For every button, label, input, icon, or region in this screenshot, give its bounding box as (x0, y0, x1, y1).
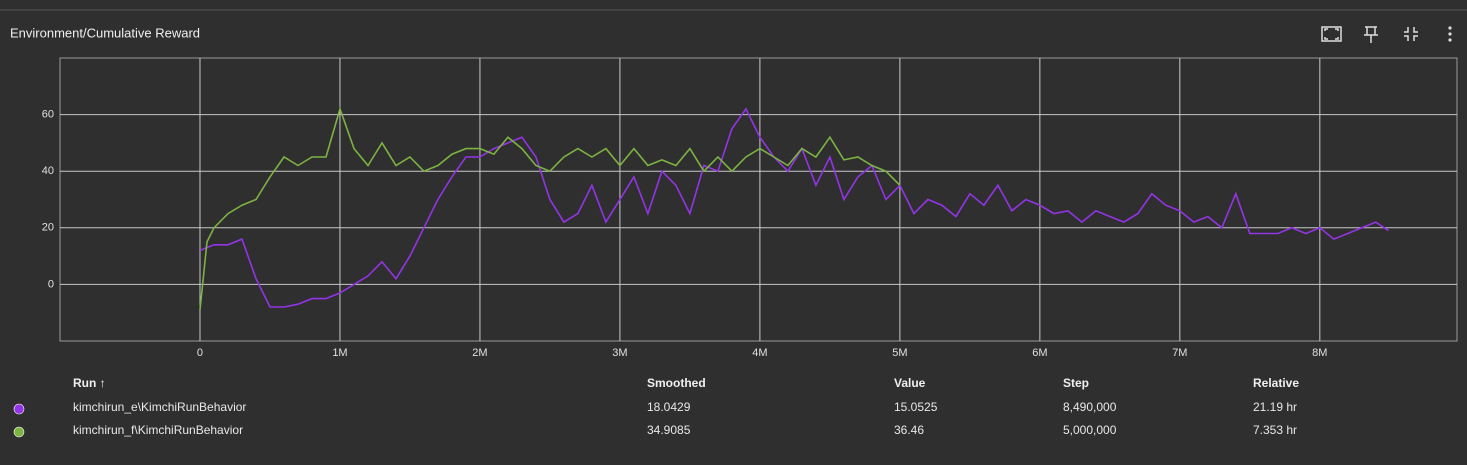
table-cell: 34.9085 (647, 423, 691, 437)
legend-swatch (13, 426, 25, 438)
fit-icon[interactable] (1321, 26, 1342, 42)
x-tick-label: 1M (332, 347, 347, 359)
x-tick-label: 3M (612, 347, 627, 359)
table-header: Relative (1253, 376, 1299, 390)
y-tick-label: 20 (42, 222, 54, 234)
table-cell: 36.46 (894, 423, 924, 437)
run-name: kimchirun_e\KimchiRunBehavior (73, 400, 246, 414)
y-tick-label: 0 (48, 278, 54, 290)
table-header: Smoothed (647, 376, 706, 390)
series-line (199, 107, 1389, 308)
x-tick-label: 7M (1172, 347, 1187, 359)
table-header: Run ↑ (73, 376, 106, 390)
table-cell: 18.0429 (647, 400, 691, 414)
pin-icon[interactable] (1364, 26, 1378, 43)
x-tick-label: 0 (197, 347, 203, 359)
collapse-icon[interactable] (1404, 27, 1418, 41)
x-tick-label: 8M (1312, 347, 1327, 359)
legend-swatch (13, 403, 25, 415)
plot-frame (59, 57, 1458, 342)
x-tick-label: 6M (1032, 347, 1047, 359)
y-tick-label: 60 (42, 109, 54, 121)
series-line (199, 106, 901, 310)
card-title: Environment/Cumulative Reward (10, 25, 200, 40)
y-tick-label: 40 (42, 165, 54, 177)
table-cell: 15.0525 (894, 400, 938, 414)
x-tick-label: 2M (472, 347, 487, 359)
table-cell: 7.353 hr (1253, 423, 1297, 437)
table-header: Step (1063, 376, 1089, 390)
menu-icon[interactable] (1448, 26, 1452, 42)
x-tick-label: 4M (752, 347, 767, 359)
table-cell: 8,490,000 (1063, 400, 1117, 414)
run-name: kimchirun_f\KimchiRunBehavior (73, 423, 243, 437)
x-tick-label: 5M (892, 347, 907, 359)
table-header: Value (894, 376, 926, 390)
table-cell: 21.19 hr (1253, 400, 1297, 414)
table-cell: 5,000,000 (1063, 423, 1117, 437)
